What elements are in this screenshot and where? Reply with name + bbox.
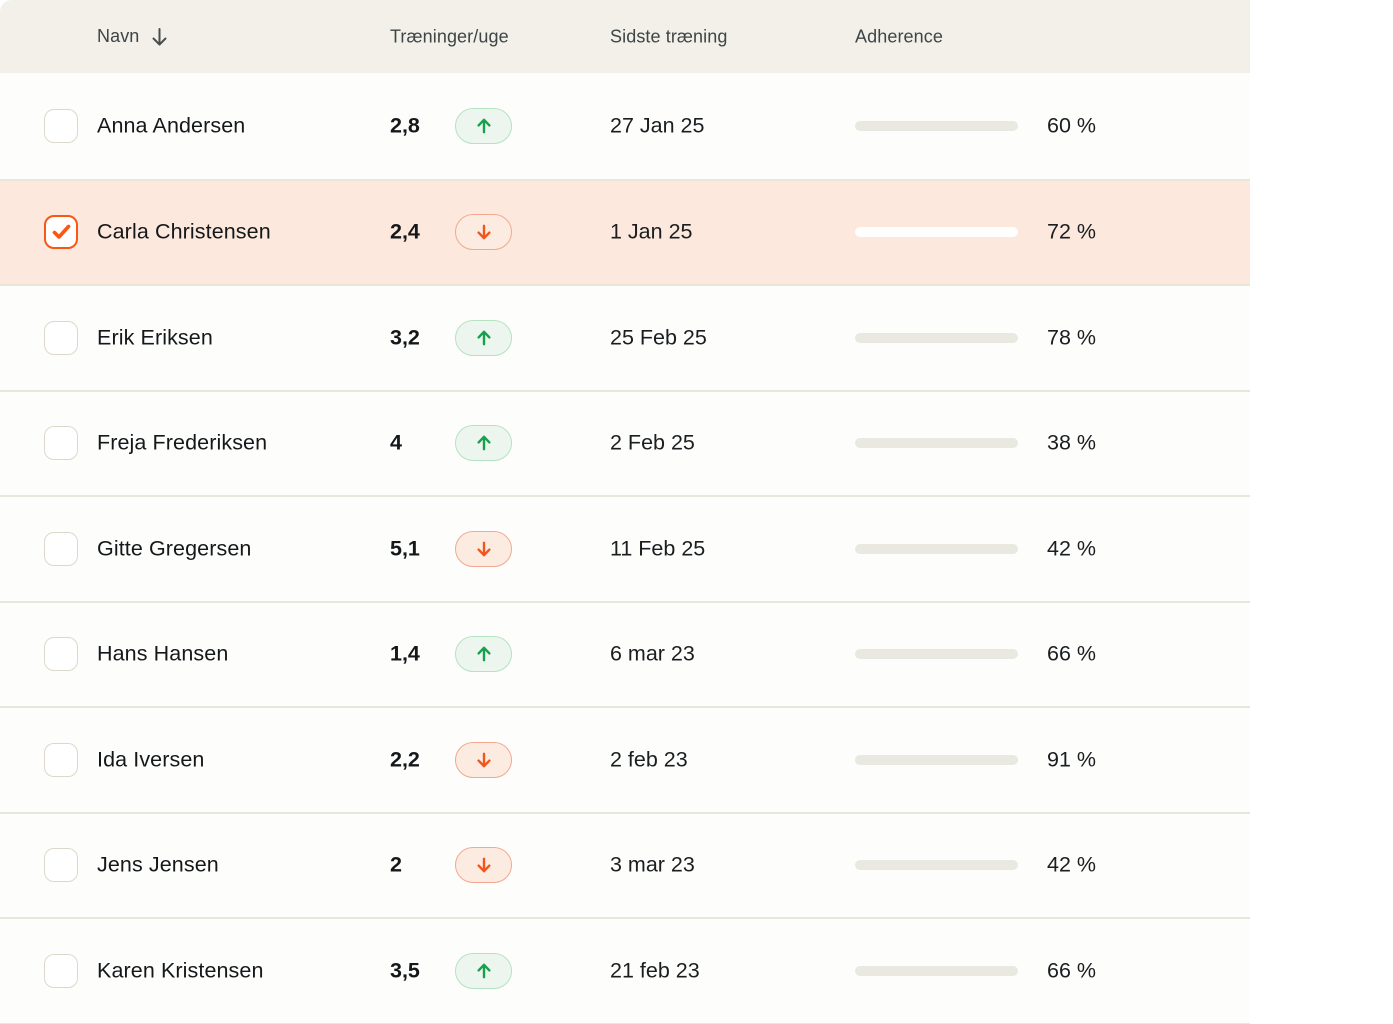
table-row[interactable]: Erik Eriksen 3,2 25 Feb 25 78 % (0, 284, 1250, 390)
patient-name: Carla Christensen (97, 219, 271, 244)
row-checkbox[interactable] (44, 953, 78, 988)
trainings-per-week-value: 2 (390, 852, 402, 877)
arrow-up-icon (476, 330, 491, 346)
adherence-progress-bar (855, 438, 1018, 449)
adherence-progress-bar (855, 965, 1018, 976)
arrow-down-icon (476, 224, 491, 240)
adherence-percent: 38 % (1046, 430, 1096, 455)
column-header-navn[interactable]: Navn (97, 26, 170, 48)
arrow-up-icon (476, 435, 491, 451)
trainings-per-week-value: 2,4 (390, 219, 420, 244)
trend-down-badge (455, 530, 512, 567)
adherence-progress-bar (855, 860, 1018, 871)
trend-up-badge (455, 425, 512, 462)
trend-down-badge (455, 847, 512, 884)
adherence-percent: 66 % (1046, 641, 1096, 666)
patient-name: Ida Iversen (97, 747, 205, 772)
trainings-per-week-value: 1,4 (390, 641, 420, 666)
trend-up-badge (455, 636, 512, 673)
table-row[interactable]: Freja Frederiksen 4 2 Feb 25 38 % (0, 389, 1250, 495)
adherence-progress-bar (855, 227, 1018, 238)
last-training-date: 11 Feb 25 (610, 536, 706, 561)
table-row[interactable]: Carla Christensen 2,4 1 Jan 25 72 % (0, 178, 1250, 284)
last-training-date: 2 feb 23 (610, 747, 688, 772)
trend-up-badge (455, 952, 512, 989)
patient-name: Freja Frederiksen (97, 430, 268, 455)
last-training-date: 3 mar 23 (610, 852, 695, 877)
adherence-progress-bar (855, 649, 1018, 660)
trend-up-badge (455, 319, 512, 356)
trainings-per-week-value: 3,2 (390, 325, 420, 350)
arrow-down-icon (476, 541, 491, 557)
table-row[interactable]: Karen Kristensen 3,5 21 feb 23 66 % (0, 917, 1250, 1023)
table-header: Navn Træninger/uge Sidste træning Adhere… (0, 0, 1250, 73)
table-row[interactable]: Jens Jensen 2 3 mar 23 42 % (0, 811, 1250, 917)
arrow-up-icon (476, 646, 491, 662)
table-row[interactable]: Ida Iversen 2,2 2 feb 23 91 % (0, 706, 1250, 812)
row-checkbox[interactable] (44, 848, 78, 883)
column-header-sidste-traening[interactable]: Sidste træning (610, 26, 728, 46)
arrow-down-icon (476, 857, 491, 873)
adherence-percent: 42 % (1046, 536, 1096, 561)
adherence-progress-bar (855, 754, 1018, 765)
last-training-date: 25 Feb 25 (610, 325, 707, 350)
column-header-navn-label: Navn (97, 26, 140, 46)
row-checkbox[interactable] (44, 215, 78, 250)
row-checkbox[interactable] (44, 320, 78, 355)
last-training-date: 27 Jan 25 (610, 113, 705, 138)
patient-table: Navn Træninger/uge Sidste træning Adhere… (0, 0, 1250, 1024)
last-training-date: 1 Jan 25 (610, 219, 693, 244)
trend-down-badge (455, 741, 512, 778)
last-training-date: 6 mar 23 (610, 641, 695, 666)
patient-name: Hans Hansen (97, 641, 229, 666)
row-checkbox[interactable] (44, 531, 78, 566)
table-body: Anna Andersen 2,8 27 Jan 25 60 % Carla C… (0, 73, 1250, 1024)
trainings-per-week-value: 4 (390, 430, 402, 455)
adherence-percent: 78 % (1046, 325, 1096, 350)
arrow-up-icon (476, 118, 491, 134)
last-training-date: 21 feb 23 (610, 958, 700, 983)
adherence-percent: 72 % (1046, 219, 1096, 244)
trainings-per-week-value: 5,1 (390, 536, 420, 561)
table-row[interactable]: Gitte Gregersen 5,1 11 Feb 25 42 % (0, 495, 1250, 601)
row-checkbox[interactable] (44, 108, 78, 143)
row-checkbox[interactable] (44, 637, 78, 672)
adherence-progress-bar (855, 543, 1018, 554)
trend-up-badge (455, 107, 512, 144)
patient-name: Jens Jensen (97, 852, 219, 877)
trainings-per-week-value: 3,5 (390, 958, 420, 983)
adherence-percent: 60 % (1046, 113, 1096, 138)
column-header-adherence[interactable]: Adherence (855, 26, 943, 46)
row-checkbox[interactable] (44, 426, 78, 461)
last-training-date: 2 Feb 25 (610, 430, 695, 455)
trend-down-badge (455, 214, 512, 251)
column-header-traeninger[interactable]: Træninger/uge (390, 26, 509, 46)
row-checkbox[interactable] (44, 742, 78, 777)
adherence-percent: 91 % (1046, 747, 1096, 772)
checkmark-icon (52, 224, 70, 240)
adherence-percent: 66 % (1046, 958, 1096, 983)
patient-name: Gitte Gregersen (97, 536, 252, 561)
trainings-per-week-value: 2,8 (390, 113, 420, 138)
patient-name: Anna Andersen (97, 113, 246, 138)
table-row[interactable]: Anna Andersen 2,8 27 Jan 25 60 % (0, 73, 1250, 179)
trainings-per-week-value: 2,2 (390, 747, 420, 772)
adherence-percent: 42 % (1046, 852, 1096, 877)
patient-name: Karen Kristensen (97, 958, 264, 983)
arrow-down-icon (476, 752, 491, 768)
adherence-progress-bar (855, 120, 1018, 131)
table-row[interactable]: Hans Hansen 1,4 6 mar 23 66 % (0, 600, 1250, 706)
patient-name: Erik Eriksen (97, 325, 213, 350)
arrow-up-icon (476, 963, 491, 979)
sort-descending-icon[interactable] (149, 26, 170, 48)
adherence-progress-bar (855, 332, 1018, 343)
